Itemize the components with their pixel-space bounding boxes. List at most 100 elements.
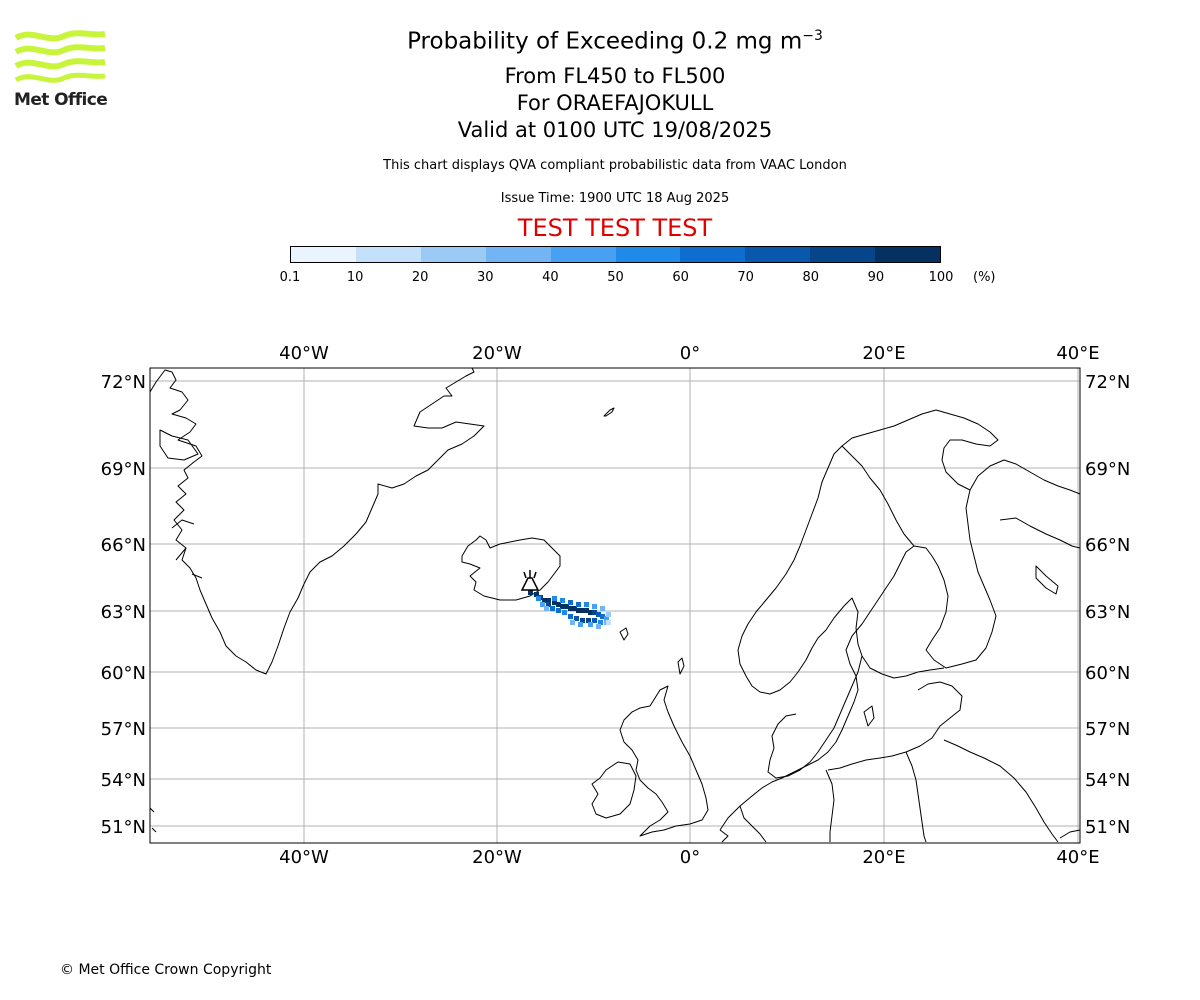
longitude-label-bottom: 0° bbox=[680, 847, 700, 868]
latitude-label-left: 63°N bbox=[101, 602, 146, 623]
greenland-inlet bbox=[159, 429, 199, 461]
longitude-label-top: 20°E bbox=[862, 343, 905, 364]
longitude-label-top: 20°W bbox=[472, 343, 522, 364]
central-europe-coast bbox=[719, 739, 1059, 843]
colorbar-segment-3 bbox=[485, 247, 551, 262]
plume-cell bbox=[576, 602, 581, 607]
plume-cell bbox=[584, 602, 589, 607]
colorbar-tick-label: 40 bbox=[542, 270, 559, 285]
longitude-label-top: 40°E bbox=[1056, 343, 1099, 364]
great-britain-coast bbox=[619, 685, 709, 837]
plume-cell bbox=[600, 614, 605, 619]
colorbar-tick-label: 10 bbox=[346, 270, 364, 285]
plume-cell bbox=[578, 622, 583, 627]
plume-cell bbox=[596, 612, 601, 617]
plume-cell bbox=[572, 606, 577, 611]
copyright: © Met Office Crown Copyright bbox=[60, 962, 272, 978]
ireland-coast bbox=[591, 761, 637, 819]
gotland bbox=[863, 705, 875, 727]
jan-mayen bbox=[603, 407, 615, 417]
qva-note: This chart displays QVA compliant probab… bbox=[383, 158, 847, 173]
chart-title: Probability of Exceeding 0.2 mg m−3 bbox=[407, 28, 823, 55]
plume-cell bbox=[580, 608, 585, 613]
plume-cell bbox=[598, 620, 603, 625]
latitude-label-left: 66°N bbox=[101, 535, 146, 556]
latitude-label-left: 60°N bbox=[101, 663, 146, 684]
colorbar bbox=[290, 246, 941, 263]
colorbar-segment-6 bbox=[680, 247, 746, 262]
colorbar-segment-9 bbox=[875, 247, 941, 262]
longitude-label-bottom: 20°E bbox=[862, 847, 905, 868]
map-axis-labels: 40°W 40°W 20°W 20°W 0° 0° 20°E 20°E 40°E 40°E 72°N… bbox=[101, 343, 1131, 868]
plume-cell bbox=[606, 612, 611, 617]
colorbar-tick-label: 80 bbox=[802, 270, 820, 285]
met-office-waves-icon bbox=[14, 30, 106, 83]
volcano-marker-icon bbox=[520, 570, 540, 591]
colorbar-tick-label: 70 bbox=[737, 270, 754, 285]
latitude-label-right: 72°N bbox=[1085, 372, 1130, 393]
greenland-fjords bbox=[171, 519, 203, 579]
scandinavia-coast bbox=[719, 459, 1081, 831]
latitude-label-right: 69°N bbox=[1085, 459, 1130, 480]
longitude-label-bottom: 40°E bbox=[1056, 847, 1099, 868]
norway-coast bbox=[737, 409, 999, 695]
baltic-states-coast bbox=[827, 681, 963, 771]
plume-cell bbox=[534, 592, 539, 597]
plume-cell bbox=[562, 610, 567, 615]
plume-cell bbox=[576, 608, 581, 613]
colorbar-segment-0 bbox=[291, 247, 356, 262]
plume-cell bbox=[588, 622, 593, 627]
map-frame bbox=[149, 367, 1081, 844]
labrador-coast bbox=[149, 807, 157, 833]
plume-cell bbox=[546, 598, 551, 603]
plume-cell bbox=[568, 600, 573, 605]
latitude-label-right: 63°N bbox=[1085, 602, 1130, 623]
valid-time: Valid at 0100 UTC 19/08/2025 bbox=[457, 118, 773, 142]
latitude-label-right: 54°N bbox=[1085, 770, 1130, 791]
baltic-coast bbox=[767, 597, 945, 779]
plume-cell bbox=[588, 610, 593, 615]
plume-cell bbox=[556, 602, 561, 607]
latitude-label-left: 72°N bbox=[101, 372, 146, 393]
colorbar-tick-label: 50 bbox=[607, 270, 624, 285]
plume-cell bbox=[536, 596, 541, 601]
colorbar-segment-7 bbox=[745, 247, 811, 262]
faroe-islands bbox=[619, 627, 629, 641]
plume-cell bbox=[568, 614, 573, 619]
plume-cell bbox=[560, 604, 565, 609]
plume-cell bbox=[596, 624, 601, 629]
coastlines bbox=[149, 367, 1081, 843]
longitude-label-top: 40°W bbox=[279, 343, 329, 364]
colorbar-segment-8 bbox=[810, 247, 876, 262]
latitude-label-left: 69°N bbox=[101, 459, 146, 480]
colorbar-tick-label: 60 bbox=[672, 270, 689, 285]
plume-cell bbox=[542, 598, 547, 603]
latitude-label-right: 66°N bbox=[1085, 535, 1130, 556]
volcano-name: For ORAEFAJOKULL bbox=[516, 91, 714, 115]
latitude-label-right: 51°N bbox=[1085, 817, 1130, 838]
colorbar-tick-label: 20 bbox=[411, 270, 429, 285]
latitude-label-right: 60°N bbox=[1085, 663, 1130, 684]
plume-cell bbox=[586, 618, 591, 623]
colorbar-tick-label: 90 bbox=[867, 270, 885, 285]
latitude-label-left: 54°N bbox=[101, 770, 146, 791]
plume-cell bbox=[560, 598, 565, 603]
plume-cell bbox=[606, 620, 611, 625]
longitude-label-bottom: 40°W bbox=[279, 847, 329, 868]
plume-cell bbox=[584, 608, 589, 613]
met-office-logo: Met Office bbox=[14, 30, 108, 112]
colorbar-unit: (%) bbox=[973, 270, 996, 285]
greenland-coast bbox=[149, 367, 485, 675]
plume-cell bbox=[592, 604, 597, 609]
plume-cell bbox=[552, 600, 557, 605]
flight-level-range: From FL450 to FL500 bbox=[504, 64, 726, 88]
colorbar-tick-label: 100 bbox=[928, 270, 954, 285]
ash-probability-plume bbox=[528, 590, 611, 629]
plume-cell bbox=[580, 618, 585, 623]
iceland-coast bbox=[461, 535, 561, 601]
colorbar-tick-label: 0.1 bbox=[279, 270, 301, 285]
plume-cell bbox=[568, 606, 573, 611]
plume-cell bbox=[550, 606, 555, 611]
longitude-label-top: 0° bbox=[680, 343, 700, 364]
